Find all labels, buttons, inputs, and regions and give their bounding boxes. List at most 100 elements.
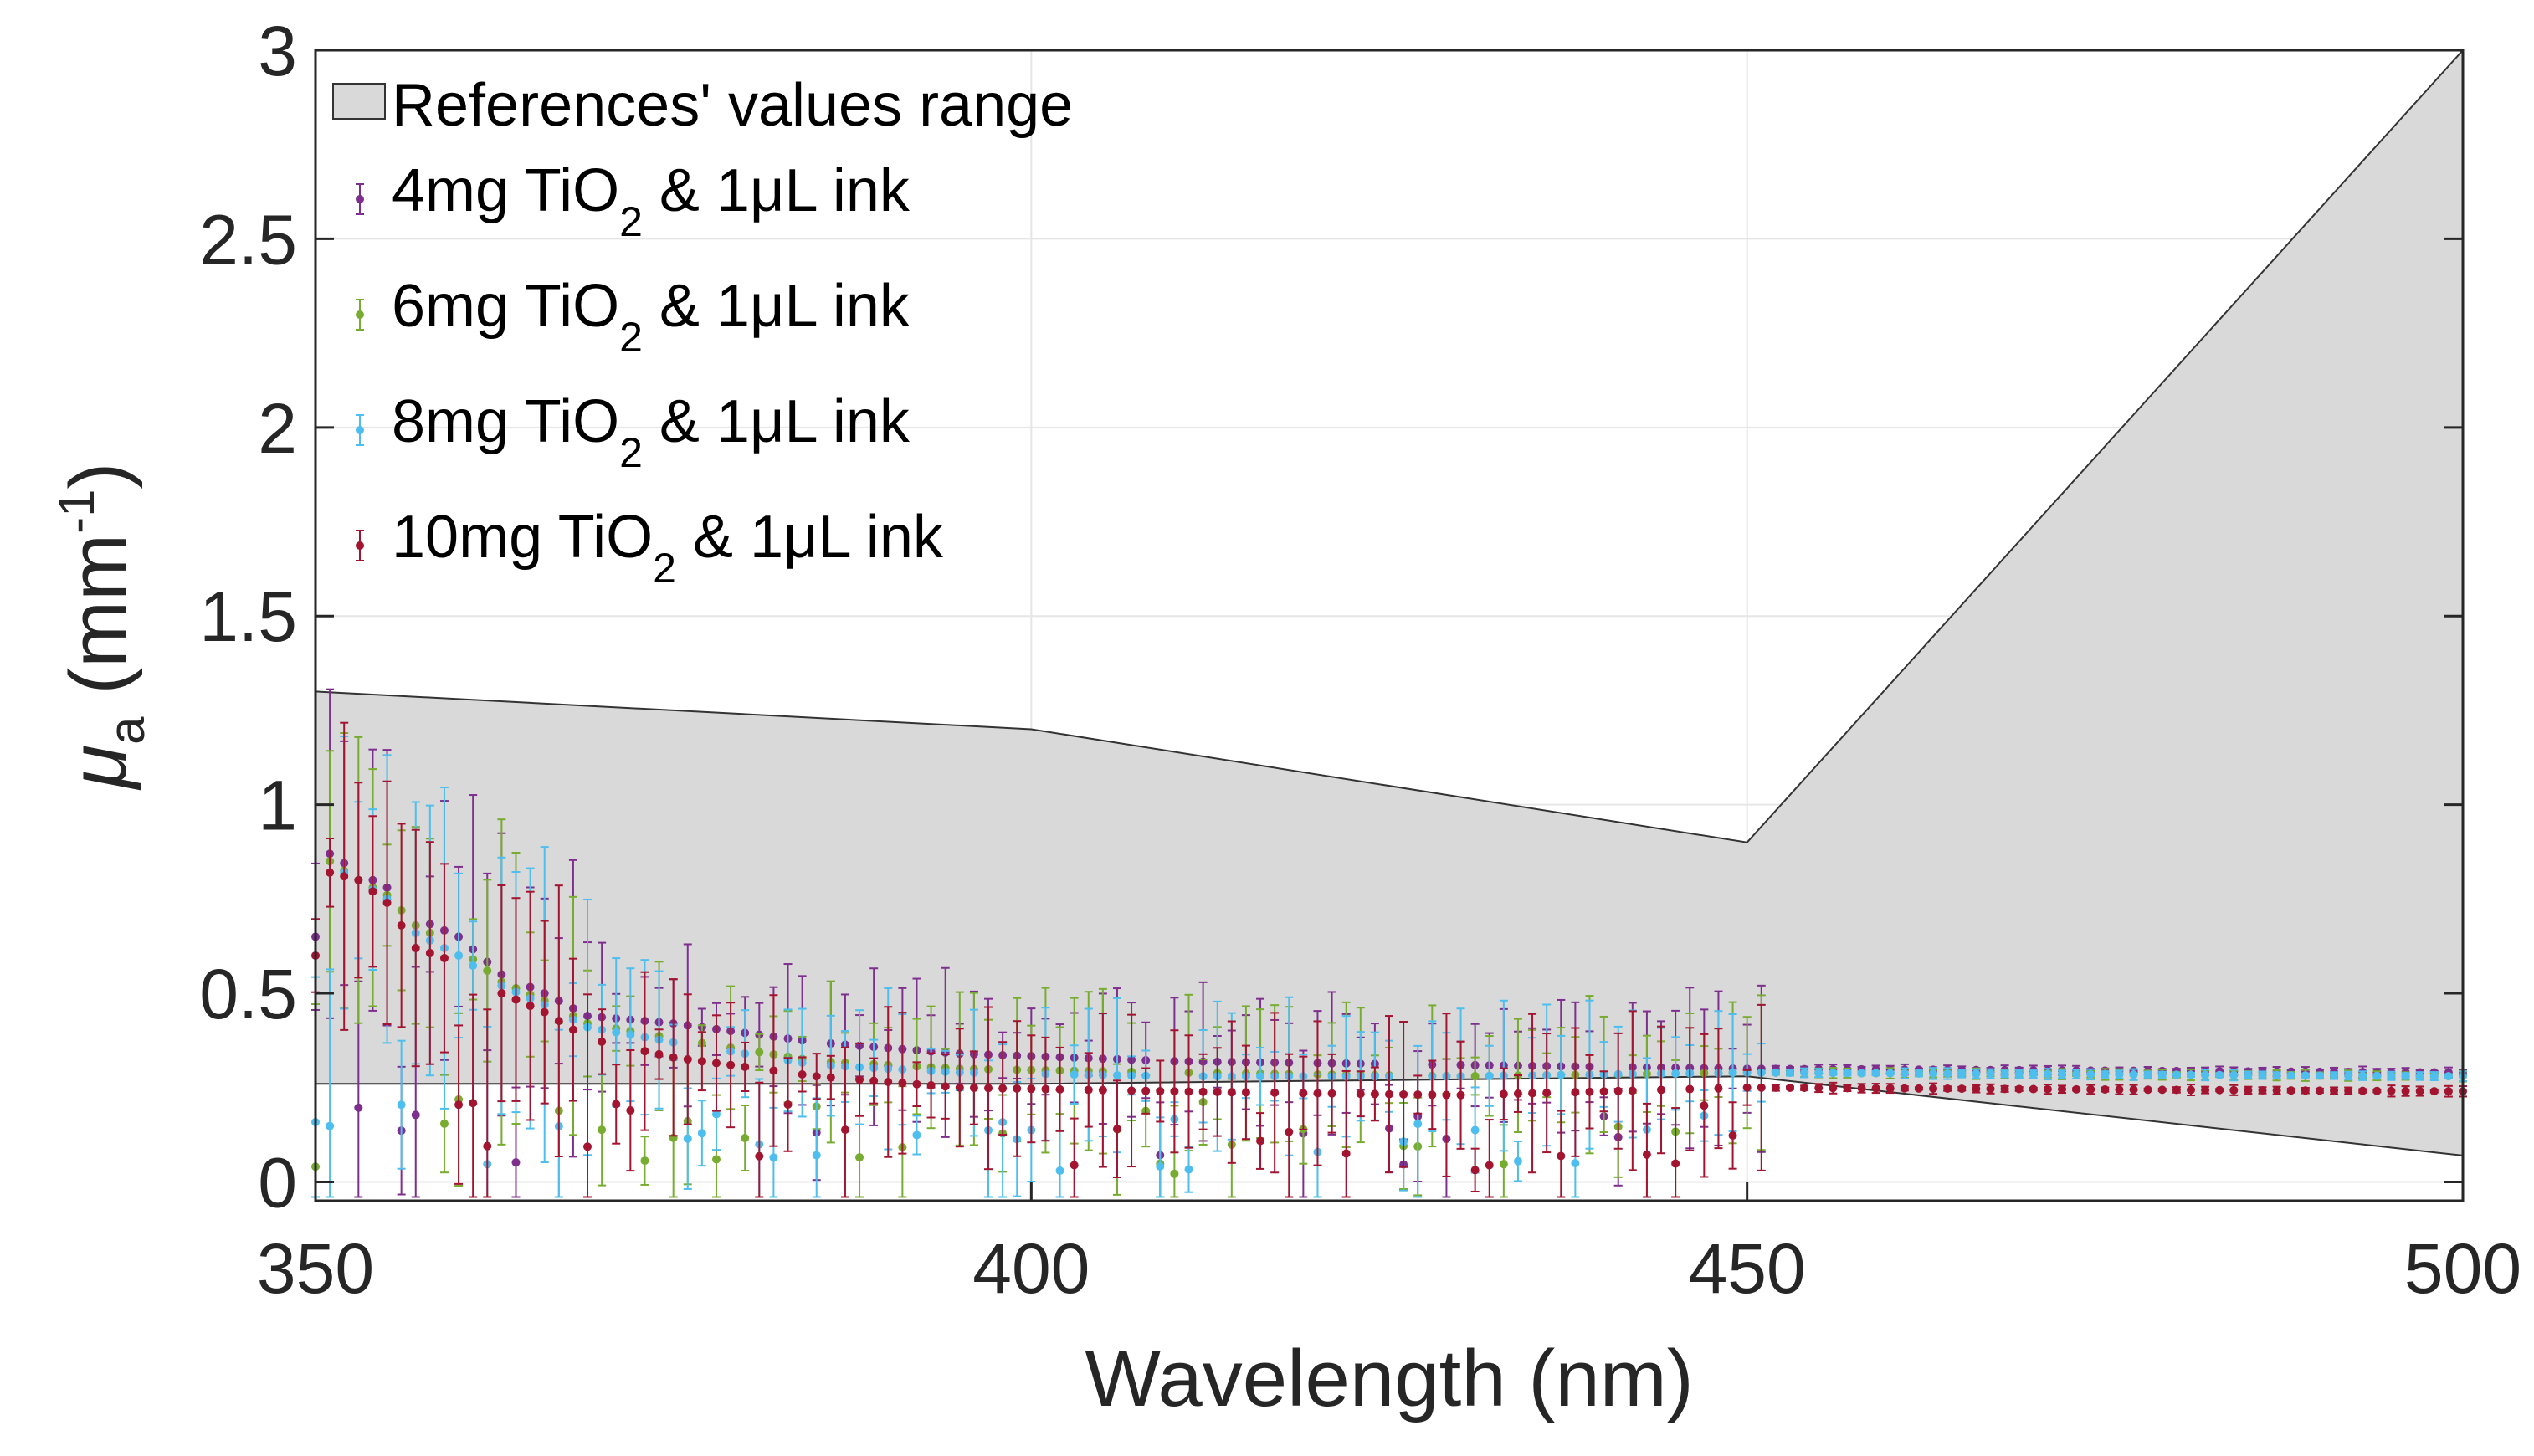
point-s2-360 — [454, 951, 464, 960]
point-s3-397 — [984, 1084, 993, 1093]
point-s3-432 — [1485, 1161, 1494, 1170]
point-s3-435 — [1528, 1089, 1537, 1098]
point-s3-456 — [1829, 1084, 1838, 1093]
point-s2-416 — [1256, 1072, 1265, 1081]
point-s3-427 — [1413, 1090, 1423, 1100]
point-s3-411 — [1184, 1087, 1193, 1096]
point-s3-498 — [2429, 1087, 2439, 1096]
y-axis-ticks: 0 0.5 1 1.5 2 2.5 3 — [199, 12, 2463, 1222]
legend-swatch-reference-range — [332, 83, 386, 120]
point-s3-406 — [1112, 1125, 1121, 1134]
point-s3-354 — [368, 887, 377, 896]
point-s2-499 — [2444, 1072, 2453, 1081]
point-s2-483 — [2215, 1070, 2224, 1079]
point-s3-475 — [2101, 1085, 2110, 1095]
point-s2-489 — [2301, 1071, 2310, 1080]
point-s3-453 — [1785, 1084, 1794, 1093]
point-s2-464 — [1943, 1069, 1952, 1078]
point-s3-482 — [2201, 1085, 2210, 1095]
point-s2-382 — [769, 1153, 778, 1162]
point-s2-471 — [2043, 1069, 2052, 1079]
point-s2-449 — [1728, 1068, 1737, 1077]
point-s3-392 — [912, 1079, 921, 1089]
legend-label-series-0-subscript: 2 — [619, 198, 643, 245]
point-s2-454 — [1800, 1069, 1809, 1078]
point-s1-433 — [1499, 1160, 1508, 1169]
point-s3-489 — [2301, 1086, 2310, 1095]
point-s3-465 — [1957, 1084, 1967, 1094]
point-s3-368 — [568, 1025, 577, 1034]
point-s2-486 — [2258, 1070, 2267, 1079]
point-s1-378 — [711, 1155, 721, 1164]
legend-marker-dot-3 — [356, 541, 364, 550]
point-s3-377 — [697, 1057, 706, 1066]
x-tick-label-2: 450 — [1689, 1229, 1806, 1308]
point-s3-409 — [1156, 1086, 1165, 1095]
point-s3-393 — [926, 1081, 936, 1090]
point-s3-479 — [2157, 1085, 2167, 1095]
point-s2-432 — [1485, 1071, 1494, 1080]
point-s1-370 — [598, 1125, 607, 1135]
y-axis-title: μa (mm-1) — [49, 463, 155, 792]
legend-label-series-3-subscript: 2 — [653, 545, 676, 592]
point-s3-401 — [1041, 1084, 1050, 1094]
point-s3-460 — [1885, 1084, 1895, 1093]
point-s3-484 — [2229, 1085, 2239, 1095]
point-s3-449 — [1728, 1130, 1737, 1140]
x-tick-label-3: 500 — [2404, 1229, 2521, 1308]
point-s3-426 — [1399, 1089, 1408, 1099]
point-s3-430 — [1456, 1090, 1465, 1100]
point-s2-479 — [2157, 1070, 2167, 1079]
point-s2-466 — [1972, 1069, 1981, 1079]
point-s3-395 — [955, 1083, 964, 1092]
point-s3-356 — [397, 920, 406, 930]
point-s3-389 — [869, 1076, 879, 1085]
point-s2-473 — [2072, 1069, 2081, 1079]
legend-label-series-1-subscript: 2 — [619, 314, 643, 361]
point-s3-419 — [1299, 1089, 1308, 1098]
legend-label-series-3: 10mg TiO2 & 1μL ink — [392, 504, 944, 592]
y-tick-label-2: 1 — [258, 766, 297, 845]
y-tick-label-4: 2 — [258, 389, 297, 468]
point-s3-464 — [1943, 1084, 1952, 1094]
y-tick-label-5: 2.5 — [199, 200, 297, 279]
reference-range-upper-edge — [315, 49, 2464, 843]
point-s2-495 — [2387, 1071, 2396, 1080]
point-s3-451 — [1757, 1083, 1766, 1092]
legend-label-series-3-main: 10mg TiO — [392, 504, 653, 571]
point-s3-365 — [526, 1002, 535, 1011]
x-tick-label-0: 350 — [257, 1229, 374, 1308]
point-s2-392 — [912, 1130, 921, 1140]
point-s2-402 — [1055, 1166, 1064, 1176]
point-s3-396 — [969, 1084, 978, 1093]
legend-label-series-3-suffix: & 1μL ink — [676, 504, 944, 571]
point-s3-424 — [1370, 1089, 1379, 1099]
point-s2-477 — [2129, 1070, 2138, 1079]
point-s3-398 — [998, 1084, 1008, 1093]
point-s2-411 — [1184, 1165, 1193, 1174]
point-s3-462 — [1914, 1084, 1923, 1093]
point-s3-357 — [411, 943, 420, 952]
y-tick-label-3: 1.5 — [199, 577, 297, 656]
point-s3-442 — [1628, 1086, 1637, 1095]
legend-label-series-1-suffix: & 1μL ink — [643, 273, 910, 340]
point-s3-481 — [2186, 1085, 2195, 1095]
point-s2-487 — [2272, 1071, 2281, 1080]
point-s3-457 — [1843, 1084, 1852, 1093]
point-s3-394 — [941, 1082, 950, 1091]
point-s3-373 — [640, 1047, 649, 1056]
point-s3-491 — [2330, 1086, 2339, 1095]
x-axis-title: Wavelength (nm) — [1085, 1334, 1693, 1423]
point-s3-437 — [1557, 1151, 1566, 1161]
y-tick-label-6: 3 — [258, 12, 297, 90]
point-s2-356 — [397, 1100, 406, 1110]
point-s2-361 — [469, 961, 478, 970]
legend-label-series-0-main: 4mg TiO — [392, 157, 619, 224]
point-s3-372 — [626, 1106, 635, 1115]
y-axis-title-unit-open: (mm — [54, 534, 143, 717]
point-s3-440 — [1599, 1087, 1608, 1096]
point-s3-402 — [1055, 1084, 1064, 1094]
x-tick-label-1: 400 — [972, 1229, 1090, 1308]
point-s3-360 — [454, 1100, 464, 1110]
point-s2-431 — [1470, 1125, 1480, 1135]
